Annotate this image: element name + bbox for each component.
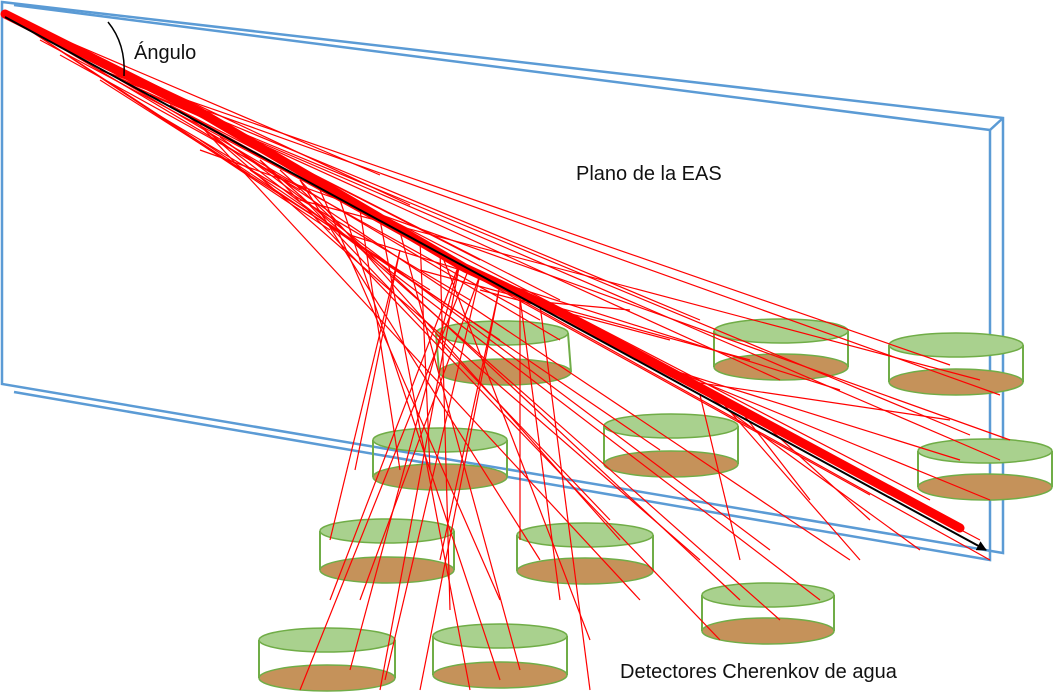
particle-track <box>199 139 501 341</box>
detector-tank <box>258 627 396 692</box>
particle-track <box>319 189 501 601</box>
tank-walls <box>435 332 572 373</box>
detector-tank <box>917 438 1053 501</box>
tank-water-bottom <box>888 368 1024 396</box>
plane-back-face <box>0 0 1005 555</box>
tank-walls <box>701 595 835 631</box>
tank-walls <box>432 636 568 675</box>
tank-walls <box>319 531 455 570</box>
detector-tank <box>603 413 739 478</box>
particle-track <box>149 109 471 301</box>
particle-track <box>189 117 821 601</box>
particle-track <box>99 69 951 366</box>
tank-walls <box>516 535 654 571</box>
particle-track <box>419 284 501 691</box>
particle-track <box>119 79 1001 396</box>
shower-axis-arrow <box>4 16 987 551</box>
particle-track <box>349 261 461 671</box>
detector-tank <box>713 318 849 381</box>
tank-water-bottom <box>603 450 739 478</box>
tank-top <box>888 332 1024 358</box>
tank-water-bottom <box>701 617 835 645</box>
particle-track <box>399 231 521 671</box>
particle-track <box>99 79 431 291</box>
particle-track <box>339 199 501 681</box>
detector-tank <box>701 582 835 645</box>
particle-track <box>719 399 861 561</box>
angle-arc-icon <box>107 21 125 77</box>
tank-water-bottom <box>258 664 396 692</box>
particle-track <box>299 194 611 521</box>
particle-track <box>419 269 751 361</box>
particle-track <box>354 249 401 471</box>
detector-tank <box>516 522 654 585</box>
detectors-label: Detectores Cherenkov de agua <box>620 661 898 683</box>
shower-core <box>0 9 965 533</box>
particle-track <box>199 149 1011 441</box>
particle-track <box>699 394 741 561</box>
particle-track <box>59 54 541 321</box>
tank-walls <box>372 440 508 477</box>
particle-track <box>739 409 811 501</box>
tank-top <box>372 427 508 453</box>
particle-track <box>639 359 961 461</box>
particle-track <box>299 199 981 381</box>
particle-track <box>149 94 1001 461</box>
particle-track <box>439 284 501 561</box>
particle-track <box>379 261 461 691</box>
particle-track <box>699 389 921 551</box>
particle-track <box>359 209 401 471</box>
particle-track <box>299 179 541 561</box>
tank-top <box>258 627 396 653</box>
tank-top <box>713 318 849 344</box>
particle-track <box>359 274 481 601</box>
angle-label: Ángulo <box>134 41 196 64</box>
detector-tank <box>372 427 508 491</box>
particle-track <box>299 265 471 691</box>
particle-track <box>384 274 481 681</box>
particle-track <box>279 169 741 601</box>
plane-top-edge <box>989 117 1004 131</box>
tank-walls <box>258 640 396 678</box>
particle-track <box>229 144 851 561</box>
tank-water-bottom <box>917 473 1053 501</box>
shower-particles <box>7 15 1011 691</box>
detector-tank <box>432 623 568 689</box>
particle-track <box>679 379 951 421</box>
particle-track <box>539 304 591 691</box>
particle-track <box>329 249 401 541</box>
detector-tank <box>888 332 1024 396</box>
tank-top <box>432 623 568 649</box>
tank-water-bottom <box>319 556 455 584</box>
tank-walls <box>917 451 1053 487</box>
tank-top <box>917 438 1053 464</box>
particle-track <box>199 124 701 561</box>
plane-label: Plano de la EAS <box>576 163 722 185</box>
particle-track <box>149 94 971 436</box>
particle-track <box>379 219 471 691</box>
tank-walls <box>603 426 739 464</box>
particle-track <box>349 234 841 391</box>
particle-track <box>519 297 561 601</box>
detector-tanks <box>258 318 1053 692</box>
particle-track <box>329 261 461 601</box>
particle-track <box>199 124 641 601</box>
tank-water-bottom <box>516 557 654 585</box>
tank-top <box>516 522 654 548</box>
tank-walls <box>888 345 1024 382</box>
tank-water-bottom <box>432 661 568 689</box>
particle-track <box>259 159 721 641</box>
tank-top <box>701 582 835 608</box>
